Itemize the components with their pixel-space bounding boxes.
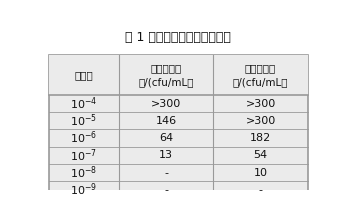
Text: -: - — [164, 185, 168, 195]
Text: $10^{-6}$: $10^{-6}$ — [70, 130, 97, 146]
Text: $10^{-8}$: $10^{-8}$ — [70, 164, 97, 181]
Text: 对照组细菌
数/(cfu/mL）: 对照组细菌 数/(cfu/mL） — [138, 64, 194, 87]
Text: 稀释度: 稀释度 — [74, 70, 93, 80]
Text: $10^{-5}$: $10^{-5}$ — [70, 113, 97, 129]
Text: $10^{-9}$: $10^{-9}$ — [70, 182, 97, 198]
Text: 13: 13 — [159, 150, 173, 160]
Text: 146: 146 — [156, 116, 177, 126]
Text: >300: >300 — [245, 116, 276, 126]
Text: 10: 10 — [254, 168, 268, 178]
Bar — [49, 55, 308, 95]
Text: $10^{-7}$: $10^{-7}$ — [70, 147, 97, 164]
Text: >300: >300 — [245, 98, 276, 108]
Text: 54: 54 — [253, 150, 268, 160]
Text: -: - — [259, 185, 262, 195]
Text: 试验组细菌
数/(cfu/mL）: 试验组细菌 数/(cfu/mL） — [233, 64, 288, 87]
Text: 表 1 沙门氏菌稀释液试验结果: 表 1 沙门氏菌稀释液试验结果 — [125, 31, 231, 45]
Text: 182: 182 — [250, 133, 271, 143]
Bar — [49, 55, 308, 199]
Text: >300: >300 — [151, 98, 181, 108]
Text: -: - — [164, 168, 168, 178]
Text: 64: 64 — [159, 133, 173, 143]
Text: $10^{-4}$: $10^{-4}$ — [70, 95, 97, 112]
